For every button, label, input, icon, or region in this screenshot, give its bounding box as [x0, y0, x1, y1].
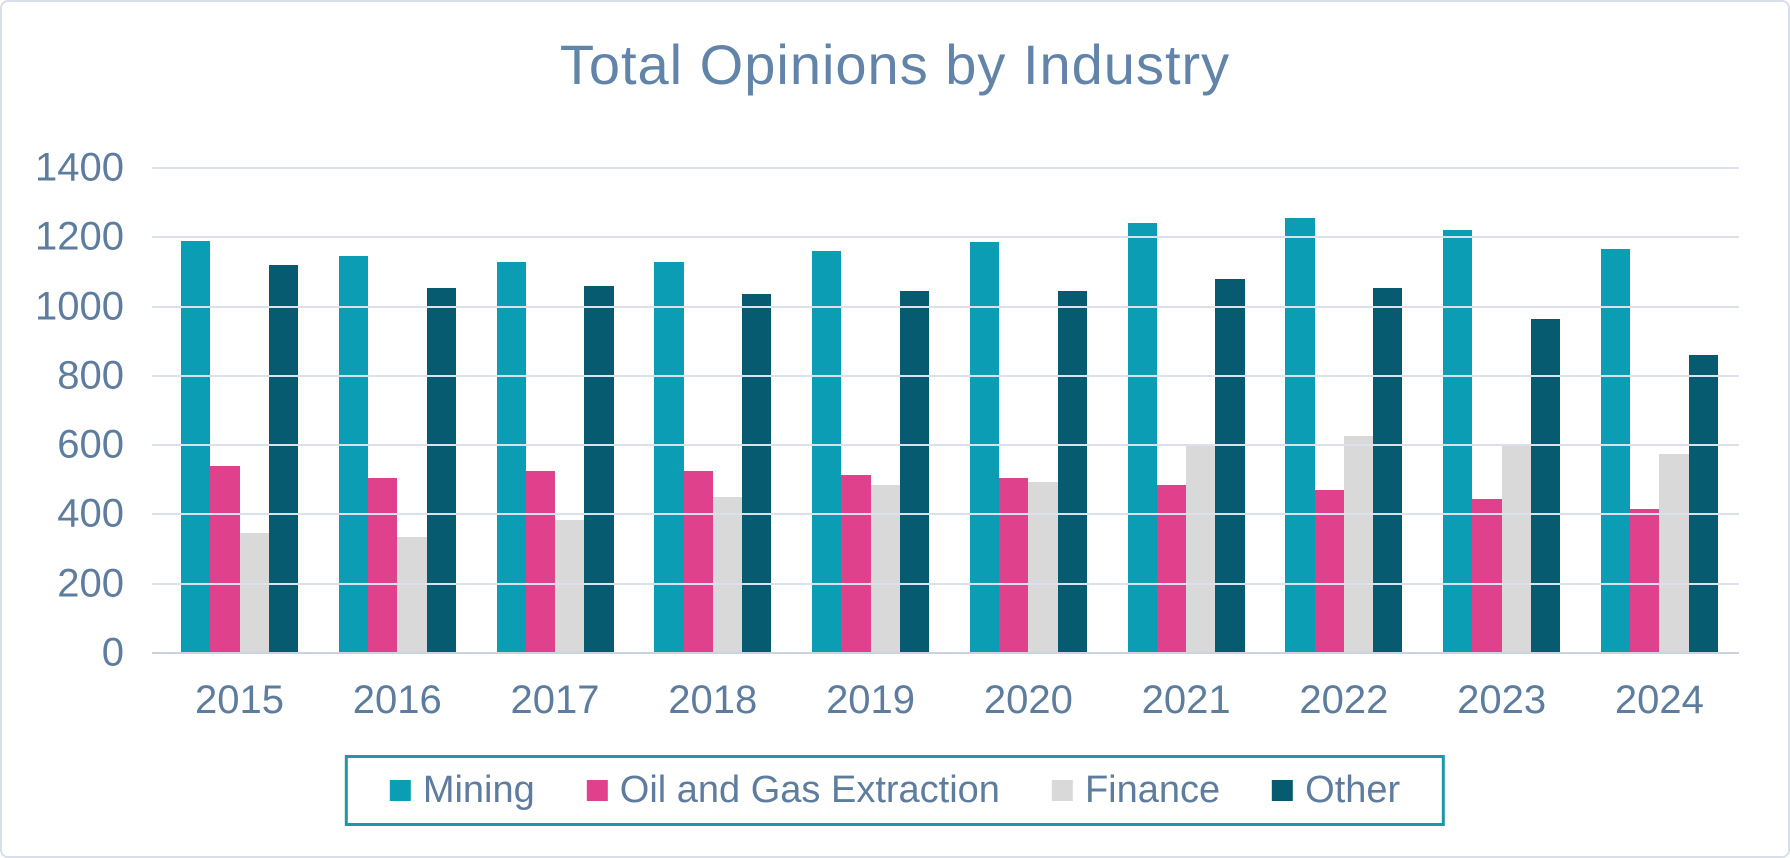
bar-finance-2021 [1186, 445, 1216, 653]
x-axis-label-2023: 2023 [1457, 678, 1547, 722]
y-axis-tick-label-1200: 1200 [35, 214, 124, 259]
bar-other-2016 [426, 287, 456, 653]
bar-other-2023 [1530, 318, 1561, 653]
x-axis-label-2021: 2021 [1141, 678, 1231, 722]
bar-oil-and-gas-extraction-2022 [1314, 490, 1344, 653]
bar-finance-2017 [555, 519, 585, 653]
legend-item-finance: Finance [1051, 769, 1221, 812]
legend-label-other: Other [1305, 769, 1401, 811]
bar-finance-2016 [397, 536, 427, 653]
bar-finance-2022 [1343, 436, 1374, 653]
x-axis-label-2019: 2019 [826, 678, 916, 722]
bar-oil-and-gas-extraction-2017 [525, 471, 556, 653]
bar-other-2019 [899, 290, 930, 653]
bar-oil-and-gas-extraction-2020 [999, 478, 1029, 653]
bar-oil-and-gas-extraction-2021 [1156, 484, 1187, 653]
chart-title: Total Opinions by Industry [559, 33, 1231, 96]
x-axis-label-2024: 2024 [1614, 678, 1704, 722]
x-axis: 2015 2016 2017 2018 2019 2020 2021 2022 2023 2024 [152, 678, 1739, 723]
y-axis-tick-label-800: 800 [57, 353, 124, 398]
bar-mining-2023 [1443, 230, 1473, 653]
bar-other-2022 [1373, 287, 1403, 653]
x-axis-baseline [152, 652, 1739, 654]
gridline-1400 [152, 167, 1739, 169]
bar-oil-and-gas-extraction-2019 [841, 474, 871, 653]
bar-finance-2024 [1659, 453, 1689, 653]
bar-group-2017 [496, 168, 614, 653]
bar-mining-2017 [496, 261, 526, 653]
bar-other-2020 [1057, 290, 1087, 653]
legend-swatch-mining [389, 780, 411, 801]
gridline-200 [152, 582, 1739, 585]
bar-mining-2016 [338, 256, 369, 653]
bar-group-2022 [1285, 168, 1403, 653]
bar-oil-and-gas-extraction-2023 [1472, 498, 1502, 653]
bar-group-2021 [1127, 168, 1245, 653]
bar-oil-and-gas-extraction-2018 [683, 471, 713, 653]
gridline-1200 [152, 236, 1739, 239]
x-axis-label-2015: 2015 [195, 678, 284, 722]
bar-finance-2019 [870, 484, 900, 653]
y-axis-tick-label-200: 200 [57, 561, 124, 606]
legend-label-mining: Mining [422, 769, 535, 811]
legend-label-finance: Finance [1084, 769, 1221, 811]
legend-swatch-oil-and-gas-extraction [586, 780, 608, 801]
bar-mining-2024 [1600, 249, 1631, 653]
x-axis-label-2022: 2022 [1299, 678, 1389, 722]
bar-mining-2020 [969, 242, 1000, 653]
legend-swatch-finance [1051, 780, 1073, 801]
plot-area [152, 167, 1739, 654]
x-axis-label-2016: 2016 [352, 678, 442, 722]
bar-group-2020 [969, 168, 1087, 653]
bar-oil-and-gas-extraction-2016 [368, 478, 398, 653]
bar-finance-2020 [1028, 481, 1058, 653]
bar-finance-2015 [239, 533, 269, 653]
bar-mining-2022 [1285, 218, 1315, 653]
bar-mining-2015 [181, 240, 211, 653]
bar-finance-2018 [712, 497, 743, 653]
bar-mining-2018 [654, 261, 684, 653]
bar-group-2015 [181, 168, 298, 653]
legend-item-oil-and-gas-extraction: Oil and Gas Extraction [586, 769, 1000, 812]
bar-other-2024 [1688, 355, 1718, 653]
bar-group-2023 [1443, 168, 1561, 653]
bar-oil-and-gas-extraction-2024 [1630, 509, 1660, 653]
bar-finance-2023 [1501, 445, 1531, 653]
x-axis-label-2020: 2020 [983, 678, 1073, 722]
legend-item-mining: Mining [389, 769, 535, 812]
bar-other-2017 [584, 285, 614, 653]
gridline-600 [152, 444, 1739, 447]
legend-item-other: Other [1272, 769, 1400, 812]
bar-other-2018 [742, 294, 772, 653]
bar-group-2016 [338, 168, 456, 653]
gridline-800 [152, 374, 1739, 377]
bar-group-2024 [1600, 168, 1718, 653]
bar-groups-container [152, 168, 1739, 653]
bar-group-2019 [812, 168, 930, 653]
bar-mining-2019 [812, 251, 842, 653]
y-axis-tick-label-600: 600 [57, 422, 124, 467]
bar-mining-2021 [1127, 223, 1157, 653]
y-axis-tick-label-400: 400 [57, 491, 124, 536]
y-axis-tick-label-0: 0 [101, 630, 124, 675]
bar-other-2015 [268, 265, 298, 653]
y-axis-tick-label-1000: 1000 [35, 284, 124, 329]
y-axis: 1400 1200 1000 800 600 400 200 0 [2, 146, 124, 675]
x-axis-label-2018: 2018 [668, 678, 758, 722]
legend-swatch-other [1272, 780, 1294, 801]
bar-oil-and-gas-extraction-2015 [210, 465, 240, 653]
bar-other-2021 [1215, 278, 1245, 653]
gridline-1000 [152, 305, 1739, 308]
bar-group-2018 [654, 168, 772, 653]
legend-label-oil-and-gas-extraction: Oil and Gas Extraction [619, 769, 1000, 811]
legend: Mining Oil and Gas Extraction Finance Other [344, 755, 1446, 826]
x-axis-label-2017: 2017 [510, 678, 600, 722]
y-axis-tick-label-1400: 1400 [35, 145, 124, 190]
gridline-400 [152, 513, 1739, 516]
